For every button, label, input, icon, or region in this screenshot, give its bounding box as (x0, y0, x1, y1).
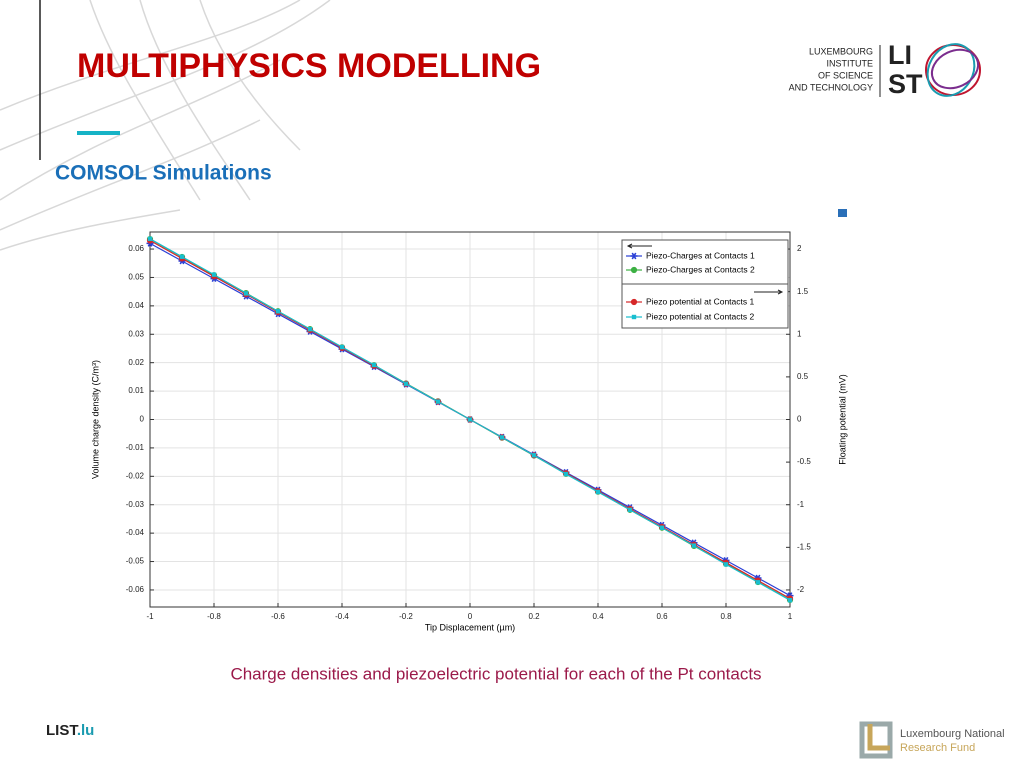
y2-tick-label: -0.5 (797, 457, 811, 466)
x-tick-label: -0.6 (271, 612, 285, 621)
y-tick-label: 0.02 (128, 358, 144, 367)
marker (339, 344, 345, 350)
logo-line: AND TECHNOLOGY (789, 82, 873, 92)
slide-title: MULTIPHYSICS MODELLING (77, 47, 541, 85)
marker (147, 236, 153, 242)
marker (630, 298, 638, 306)
marker (630, 252, 638, 260)
y-tick-label: 0.03 (128, 329, 144, 338)
y-tick-label: 0.06 (128, 244, 144, 253)
x-tick-label: 0.2 (528, 612, 540, 621)
marker (630, 266, 638, 274)
fnr-logo: Luxembourg National Research Fund (859, 721, 1005, 759)
title-accent (77, 131, 120, 135)
logo-line: OF SCIENCE (818, 70, 873, 80)
y2-axis-label: Floating potential (mV) (837, 374, 847, 465)
y2-tick-label: 0 (797, 415, 802, 424)
x-tick-label: -0.4 (335, 612, 349, 621)
marker (211, 272, 217, 277)
y-tick-label: -0.01 (126, 443, 145, 452)
y2-tick-label: -1 (797, 500, 805, 509)
axis-arrow-left (626, 243, 652, 249)
marker (499, 435, 505, 440)
logo-circle (925, 43, 981, 97)
x-tick-label: 0.4 (592, 612, 604, 621)
x-tick-label: -0.8 (207, 612, 221, 621)
marker (435, 399, 441, 404)
footer-right: Luxembourg National (900, 728, 1005, 740)
footer-left-main: LIST (46, 722, 78, 739)
y2-tick-label: 2 (797, 244, 802, 253)
slide-subtitle: COMSOL Simulations (55, 162, 272, 185)
x-axis-label: Tip Displacement (µm) (425, 622, 515, 632)
y-tick-label: -0.04 (126, 528, 145, 537)
y-tick-label: -0.05 (126, 557, 145, 566)
y-tick-label: -0.03 (126, 500, 145, 509)
caption: Charge densities and piezoelectric poten… (230, 664, 761, 683)
x-tick-label: 0.6 (656, 612, 668, 621)
marker (595, 489, 601, 495)
y-tick-label: 0.01 (128, 386, 144, 395)
y2-tick-label: 1.5 (797, 287, 809, 296)
footer-right: Research Fund (900, 742, 975, 754)
y2-tick-label: -1.5 (797, 542, 811, 551)
marker (659, 525, 665, 530)
y2-tick-label: 0.5 (797, 372, 809, 381)
axis-arrow-right (754, 289, 784, 295)
y-tick-label: -0.06 (126, 585, 145, 594)
icon (838, 209, 847, 217)
logo-line: INSTITUTE (827, 58, 874, 68)
marker (307, 326, 313, 332)
y-tick-label: -0.02 (126, 471, 145, 480)
logo-mark: ST (888, 69, 923, 99)
x-tick-label: 0 (468, 612, 473, 621)
legend-label: Piezo potential at Contacts 1 (646, 296, 754, 306)
marker (243, 291, 249, 296)
list-logo: LUXEMBOURG INSTITUTE OF SCIENCE AND TECH… (789, 40, 981, 99)
footer-left-domain: .lu (77, 722, 95, 739)
marker (787, 597, 793, 603)
legend: Piezo-Charges at Contacts 1 Piezo-Charges… (621, 239, 789, 329)
x-tick-label: -0.2 (399, 612, 413, 621)
marker (467, 417, 473, 422)
marker (563, 471, 569, 477)
marker (627, 507, 633, 513)
marker (403, 381, 409, 386)
marker (371, 362, 377, 368)
footer-left: LIST.lu (46, 722, 94, 739)
legend-label: Piezo potential at Contacts 2 (646, 311, 754, 321)
y-tick-label: 0.05 (128, 273, 144, 282)
legend-label: Piezo-Charges at Contacts 2 (646, 264, 755, 274)
marker (723, 562, 729, 567)
y2-tick-label: 1 (797, 329, 802, 338)
marker (631, 314, 637, 320)
logo-mark: LI (888, 40, 912, 70)
plot-border (149, 231, 791, 608)
y-axis-label: Volume charge density (C/m³) (90, 360, 100, 479)
decor-curves (0, 0, 331, 251)
y-tick-label: 0 (140, 415, 145, 424)
chart: -1 -0.8 -0.6 -0.4 -0.2 0 0.2 0.4 0.6 0.8 1 -0.06 -0.… (90, 231, 847, 632)
logo-line: LUXEMBOURG (809, 46, 873, 56)
y2-tick-label: -2 (797, 585, 805, 594)
y-tick-label: 0.04 (128, 301, 144, 310)
marker (275, 309, 281, 314)
marker (755, 580, 761, 585)
marker (179, 254, 185, 259)
x-tick-label: 0.8 (720, 612, 732, 621)
marker (691, 543, 697, 548)
legend-label: Piezo-Charges at Contacts 1 (646, 250, 755, 260)
marker (531, 453, 537, 458)
x-tick-label: -1 (146, 612, 154, 621)
x-tick-label: 1 (788, 612, 793, 621)
